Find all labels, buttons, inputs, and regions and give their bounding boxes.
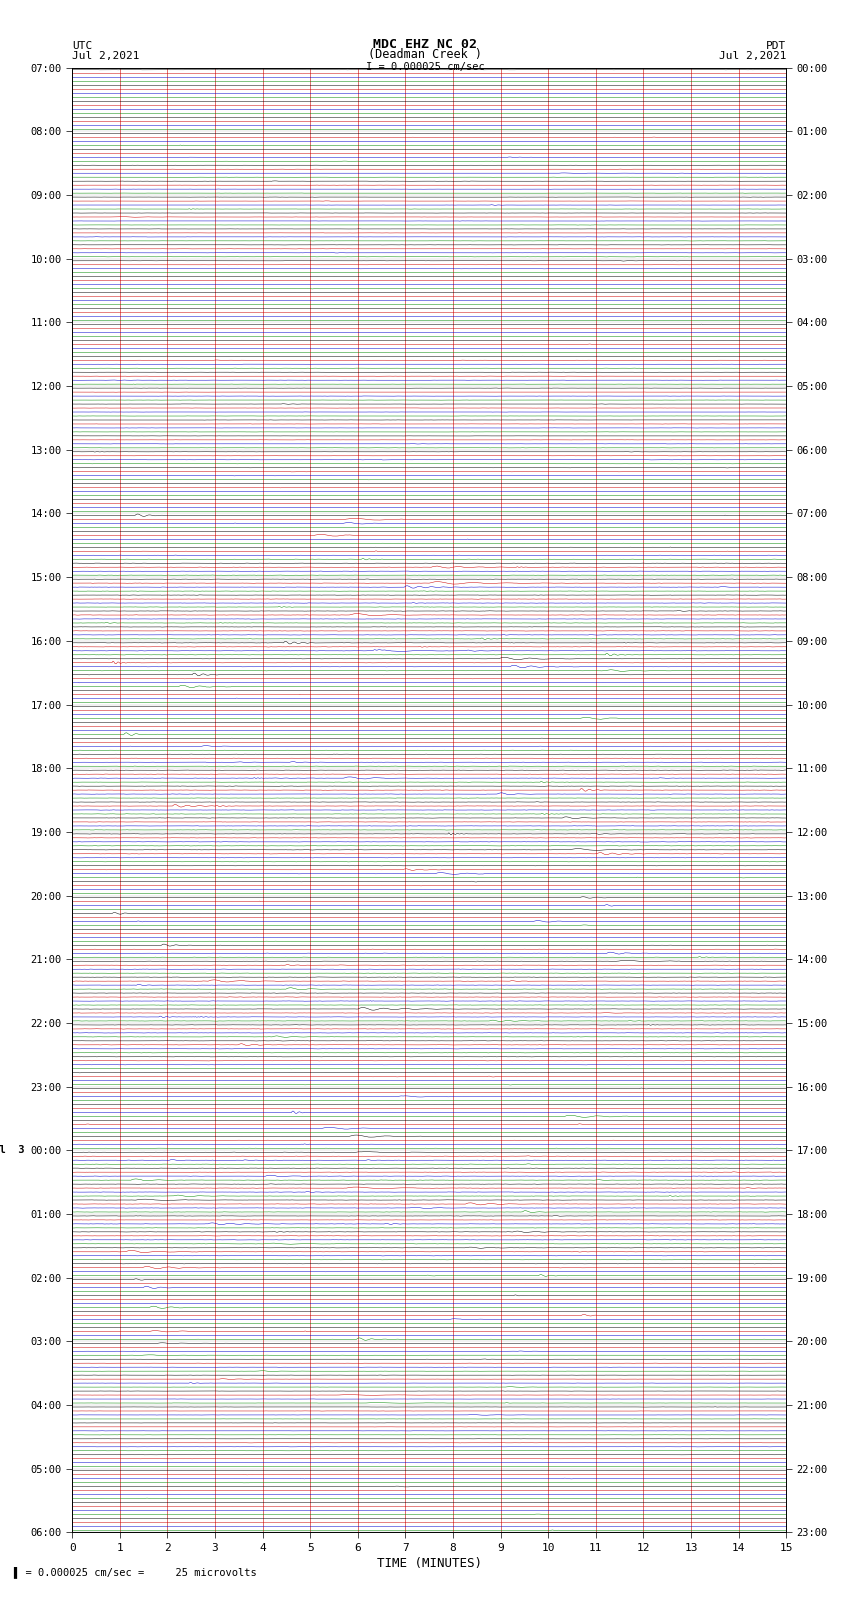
Text: UTC: UTC [72, 40, 93, 50]
Text: Jul 2,2021: Jul 2,2021 [719, 52, 786, 61]
Text: PDT: PDT [766, 40, 786, 50]
Text: (Deadman Creek ): (Deadman Creek ) [368, 48, 482, 61]
Text: Jul  3: Jul 3 [0, 1145, 25, 1155]
Text: ▌ = 0.000025 cm/sec =     25 microvolts: ▌ = 0.000025 cm/sec = 25 microvolts [13, 1566, 257, 1578]
Text: Jul 2,2021: Jul 2,2021 [72, 52, 139, 61]
Text: MDC EHZ NC 02: MDC EHZ NC 02 [373, 37, 477, 50]
Text: I = 0.000025 cm/sec: I = 0.000025 cm/sec [366, 61, 484, 71]
X-axis label: TIME (MINUTES): TIME (MINUTES) [377, 1557, 482, 1569]
